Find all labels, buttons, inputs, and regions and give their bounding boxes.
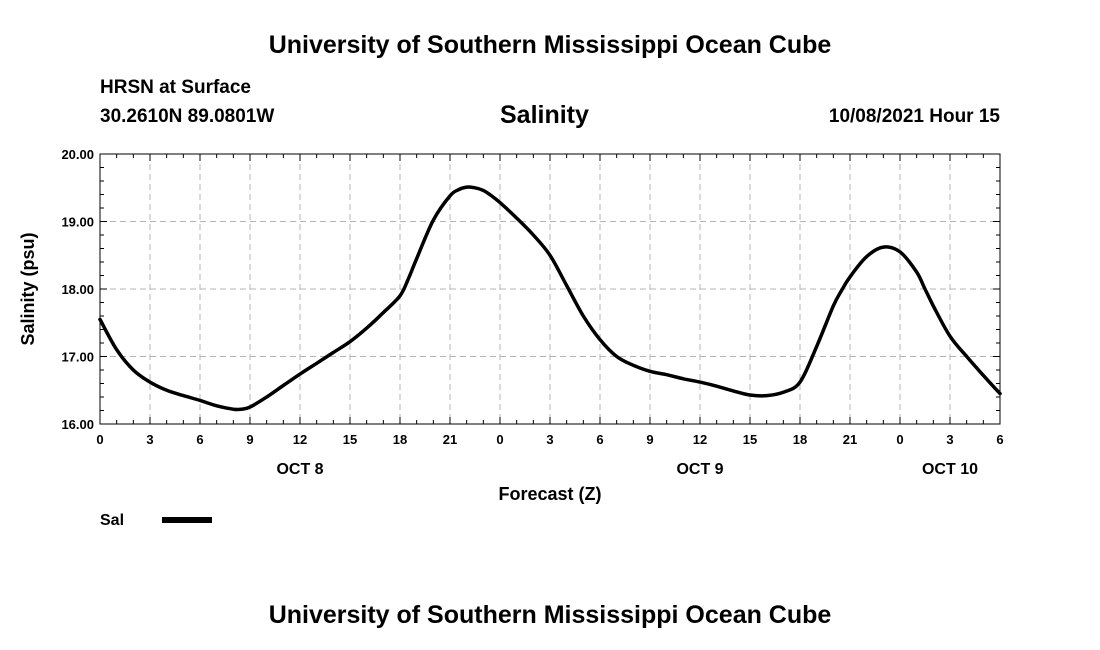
y-tick-label: 19.00 (61, 215, 94, 230)
ticks-layer (99, 153, 1001, 425)
coordinates-label: 30.2610N 89.0801W (100, 106, 275, 127)
datetime-label: 10/08/2021 Hour 15 (828, 106, 1000, 127)
x-tick-label: 15 (343, 432, 357, 447)
station-label: HRSN at Surface (100, 77, 251, 98)
x-tick-label: 6 (596, 432, 603, 447)
y-tick-label: 18.00 (61, 282, 94, 297)
x-tick-label: 3 (146, 432, 153, 447)
x-tick-label: 6 (196, 432, 203, 447)
x-tick-label: 12 (693, 432, 707, 447)
y-tick-label: 16.00 (61, 417, 94, 432)
x-tick-label: 21 (443, 432, 457, 447)
y-tick-label: 17.00 (61, 350, 94, 365)
chart-title: Salinity (500, 101, 589, 129)
footer-title: University of Southern Mississippi Ocean… (268, 601, 832, 629)
y-axis-label: Salinity (psu) (18, 232, 38, 345)
legend-swatch-sal (162, 517, 212, 523)
grid-layer (100, 154, 1000, 424)
x-tick-label: 12 (293, 432, 307, 447)
date-label: OCT 10 (922, 461, 978, 478)
x-tick-label: 15 (743, 432, 757, 447)
x-tick-label: 18 (393, 432, 407, 447)
y-tick-label: 20.00 (61, 147, 94, 162)
x-tick-label: 3 (546, 432, 553, 447)
x-tick-label: 0 (896, 432, 903, 447)
legend-label-sal: Sal (100, 512, 124, 529)
x-tick-label: 9 (246, 432, 253, 447)
x-tick-label: 21 (843, 432, 857, 447)
x-tick-label: 3 (946, 432, 953, 447)
date-label: OCT 8 (276, 461, 323, 478)
page-title: University of Southern Mississippi Ocean… (268, 31, 832, 59)
x-tick-label: 0 (96, 432, 103, 447)
series-line-sal (98, 185, 1002, 412)
x-axis-label: Forecast (Z) (498, 484, 601, 504)
date-label: OCT 9 (676, 461, 723, 478)
x-tick-label: 18 (793, 432, 807, 447)
x-tick-label: 6 (996, 432, 1003, 447)
x-tick-label: 9 (646, 432, 653, 447)
x-tick-label: 0 (496, 432, 503, 447)
labels-layer: 0 3 6 9 12 15 18 21 0 3 6 9 12 15 18 21 0 3 6 16.00 17.00 18.… (61, 147, 1003, 478)
